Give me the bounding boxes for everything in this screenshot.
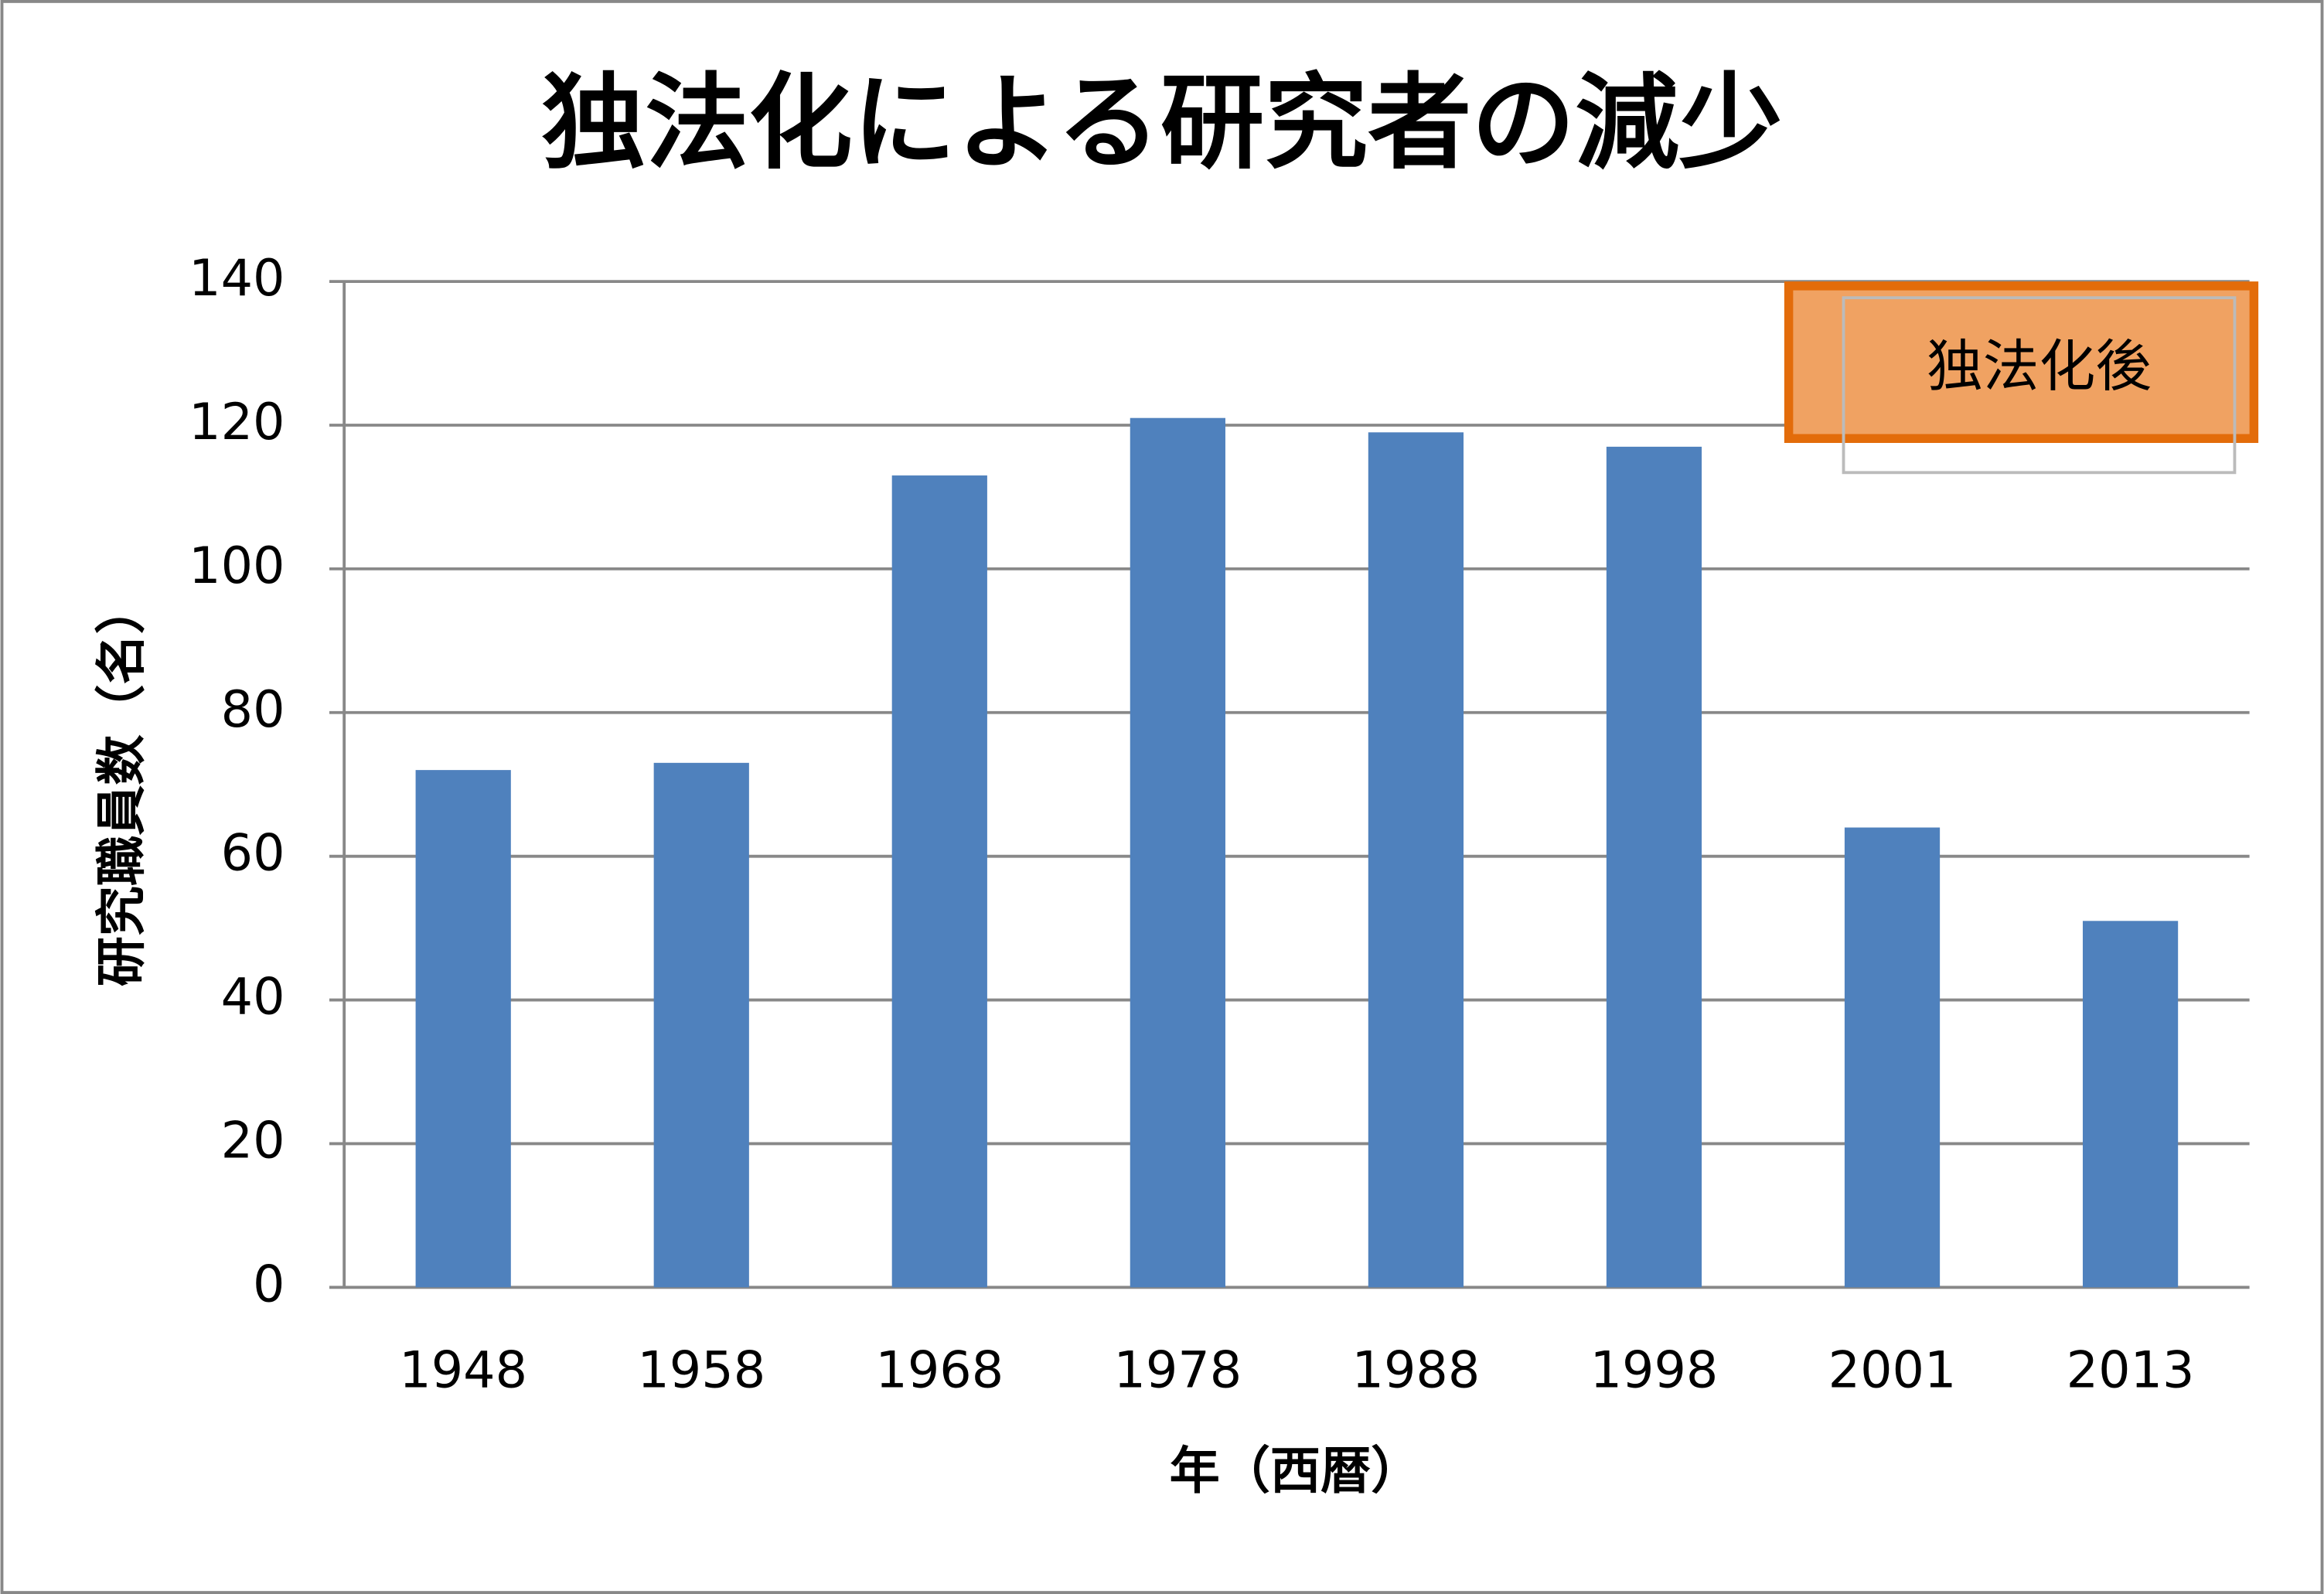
bar [415,770,511,1288]
x-tick-label: 2001 [1828,1342,1957,1400]
y-tick-label: 20 [221,1112,285,1170]
annotation: 独法化後 [1927,334,2152,400]
y-tick-label: 40 [221,969,285,1027]
x-axis-label: 年（西暦） [1170,1442,1422,1500]
plot-area: 0 20 40 60 80 100 120 140 1948 1958 1968 1978 1988 19… [189,250,2250,1400]
y-tick-label: 140 [189,250,285,308]
bar [1606,446,1702,1288]
chart-title: 独法化による研究者の減少 [541,62,1782,183]
y-tick-label: 120 [189,393,285,451]
y-tick-label: 80 [221,681,285,739]
bar [891,475,987,1288]
y-axis-label: 研究職員数（名） [94,584,152,986]
bar [1368,432,1464,1288]
x-tick-label: 1968 [875,1342,1004,1400]
annotation-box [1784,281,2259,443]
x-tick-label: 1948 [399,1342,527,1400]
bar [653,762,749,1288]
y-tick-label: 60 [221,825,285,883]
x-tick-label: 1988 [1352,1342,1481,1400]
y-tick-label: 0 [253,1255,285,1313]
bar [1130,417,1225,1288]
x-tick-label: 1998 [1590,1342,1719,1400]
bar [1844,827,1941,1288]
x-tick-label: 1978 [1113,1342,1242,1400]
bar [2082,921,2179,1288]
y-tick-label: 100 [189,537,285,595]
annotation-outline [1842,296,2237,475]
x-tick-label: 1958 [637,1342,765,1400]
x-tick-label: 2013 [2067,1342,2195,1400]
